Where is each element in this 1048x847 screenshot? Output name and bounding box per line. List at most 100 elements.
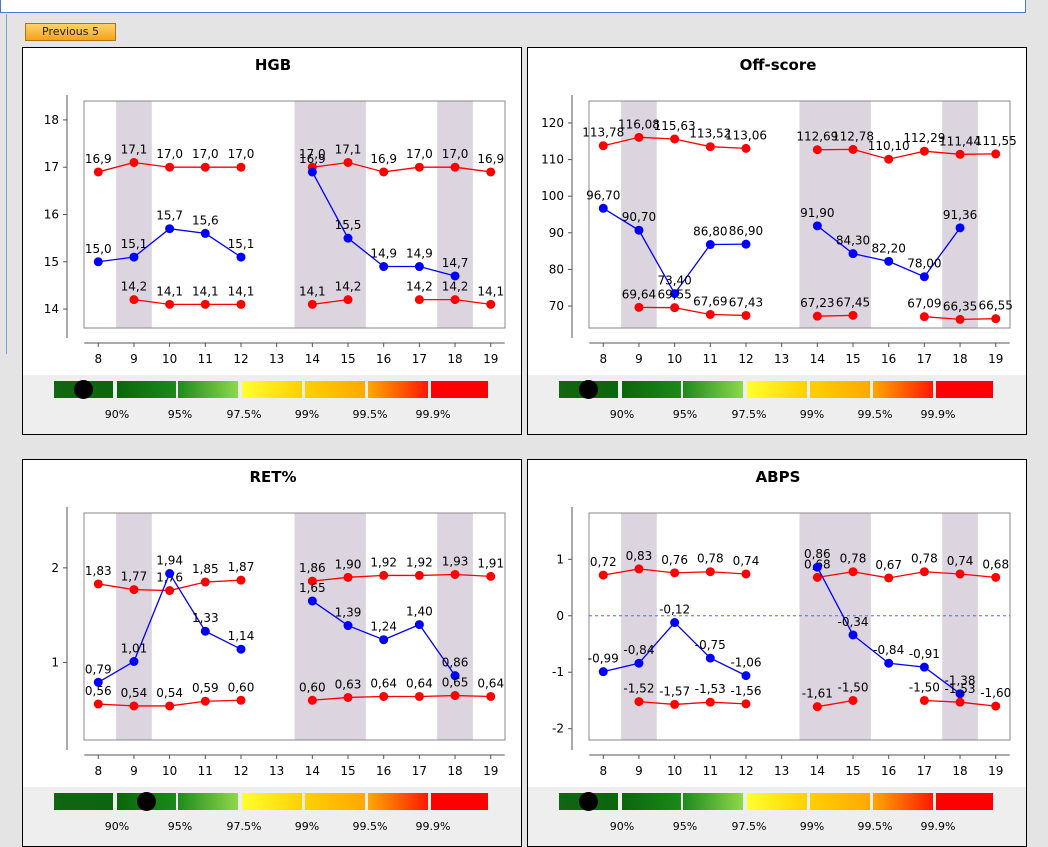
series-line [817,571,996,579]
legend-swatch-2 [178,381,238,398]
data-label: 14,1 [156,284,183,298]
data-label: 16,9 [477,152,504,166]
y-tick-label: 15 [44,255,59,269]
data-point [812,311,822,321]
data-point [741,239,751,249]
data-point [634,697,644,707]
current-value-marker [579,380,598,399]
data-point [486,571,496,581]
data-point [812,572,822,582]
y-tick-label: 1 [556,552,564,566]
current-value-marker [579,792,598,811]
x-tick-label: 12 [738,764,753,778]
data-point [670,134,680,144]
data-point [670,289,680,299]
data-point [379,691,389,701]
y-tick-label: 2 [51,561,59,575]
shaded-band [116,101,152,328]
data-point [991,314,1001,324]
data-point [343,692,353,702]
data-label: 1,90 [335,557,362,571]
data-point [919,695,929,705]
data-point [450,162,460,172]
legend-swatch-2 [178,793,238,810]
data-point [200,299,210,309]
data-point [955,223,965,233]
x-tick-label: 14 [305,352,320,366]
data-label: -0,91 [909,647,940,661]
data-label: 17,0 [192,147,219,161]
legend-swatch-1 [117,381,176,398]
data-point [486,167,496,177]
data-point [414,620,424,630]
data-label: 69,55 [657,288,691,302]
data-point [414,570,424,580]
data-point [236,299,246,309]
legend-label: 97.5% [227,820,262,833]
data-label: 1,77 [121,570,148,584]
data-label: 96,70 [586,188,620,202]
y-tick-label: 80 [549,262,564,276]
y-tick-label: 14 [44,302,59,316]
data-point [129,701,139,711]
legend-label: 90% [105,820,129,833]
data-label: 14,9 [370,247,397,261]
data-label: 0,63 [335,677,362,691]
x-tick-label: 18 [447,764,462,778]
series-2: -1,52 -1,57 -1,53 -1,56 -1,61 -1,50 -1,50 -1,53… [623,680,1011,712]
data-point [884,573,894,583]
data-label: 78,00 [907,257,941,271]
series-line [638,700,747,706]
x-tick-label: 13 [774,352,789,366]
data-label: 0,78 [697,552,724,566]
legend-swatch-6 [936,793,993,810]
x-tick-label: 16 [881,352,896,366]
x-tick-label: 13 [269,764,284,778]
y-tick-label: 110 [541,153,564,167]
legend-label: 97.5% [732,408,767,421]
data-label: 17,0 [406,147,433,161]
data-label: 91,36 [943,208,977,222]
data-label: 0,56 [85,684,112,698]
series-0: 16,917,1 17,0 17,0 17,0 17,0 17,116,9 17,0 17,0… [85,142,504,177]
legend-label: 99.5% [353,820,388,833]
data-label: 0,54 [156,686,183,700]
data-point [414,262,424,272]
legend-swatch-5 [368,793,428,810]
series-2: 69,64 69,55 67,69 67,43 67,23 67,45 67,09 66,35… [622,287,1013,324]
data-label: 1,94 [156,554,183,568]
data-point [848,630,858,640]
data-point [200,696,210,706]
data-point [129,585,139,595]
data-point [236,695,246,705]
data-point [165,569,175,579]
x-tick-label: 15 [340,764,355,778]
data-label: 17,1 [335,142,362,156]
plot-frame [588,100,1011,329]
data-label: 17,0 [299,147,326,161]
data-label: 111,44 [939,134,981,148]
data-label: 69,64 [622,287,656,301]
data-label: 67,23 [800,296,834,310]
data-point [955,314,965,324]
previous-button[interactable]: Previous 5 [25,23,116,41]
data-point [670,699,680,709]
data-point [307,695,317,705]
x-tick-label: 18 [952,764,967,778]
data-point [884,154,894,164]
data-label: 0,64 [370,676,397,690]
data-point [129,656,139,666]
data-point [848,310,858,320]
series-0: 1,831,771,761,851,871,861,901,921,921,93… [85,554,504,596]
x-tick-label: 10 [667,764,682,778]
legend-label: 99.9% [921,820,956,833]
chart-panel-abps: ABPS -2 -1 0 1 8 9 10 11 12 13 14 15 16 17 18 19 0,72 0,83… [527,459,1027,847]
legend-label: 97.5% [227,408,262,421]
data-label: 14,9 [406,247,433,261]
data-label: 0,74 [947,554,974,568]
data-label: -1,38 [945,674,976,688]
data-point [598,141,608,151]
series-1: 15,0 15,1 15,7 15,6 15,1 16,9 15,5 14,9 14,9 14,7 [85,152,468,281]
legend-swatch-5 [873,381,933,398]
